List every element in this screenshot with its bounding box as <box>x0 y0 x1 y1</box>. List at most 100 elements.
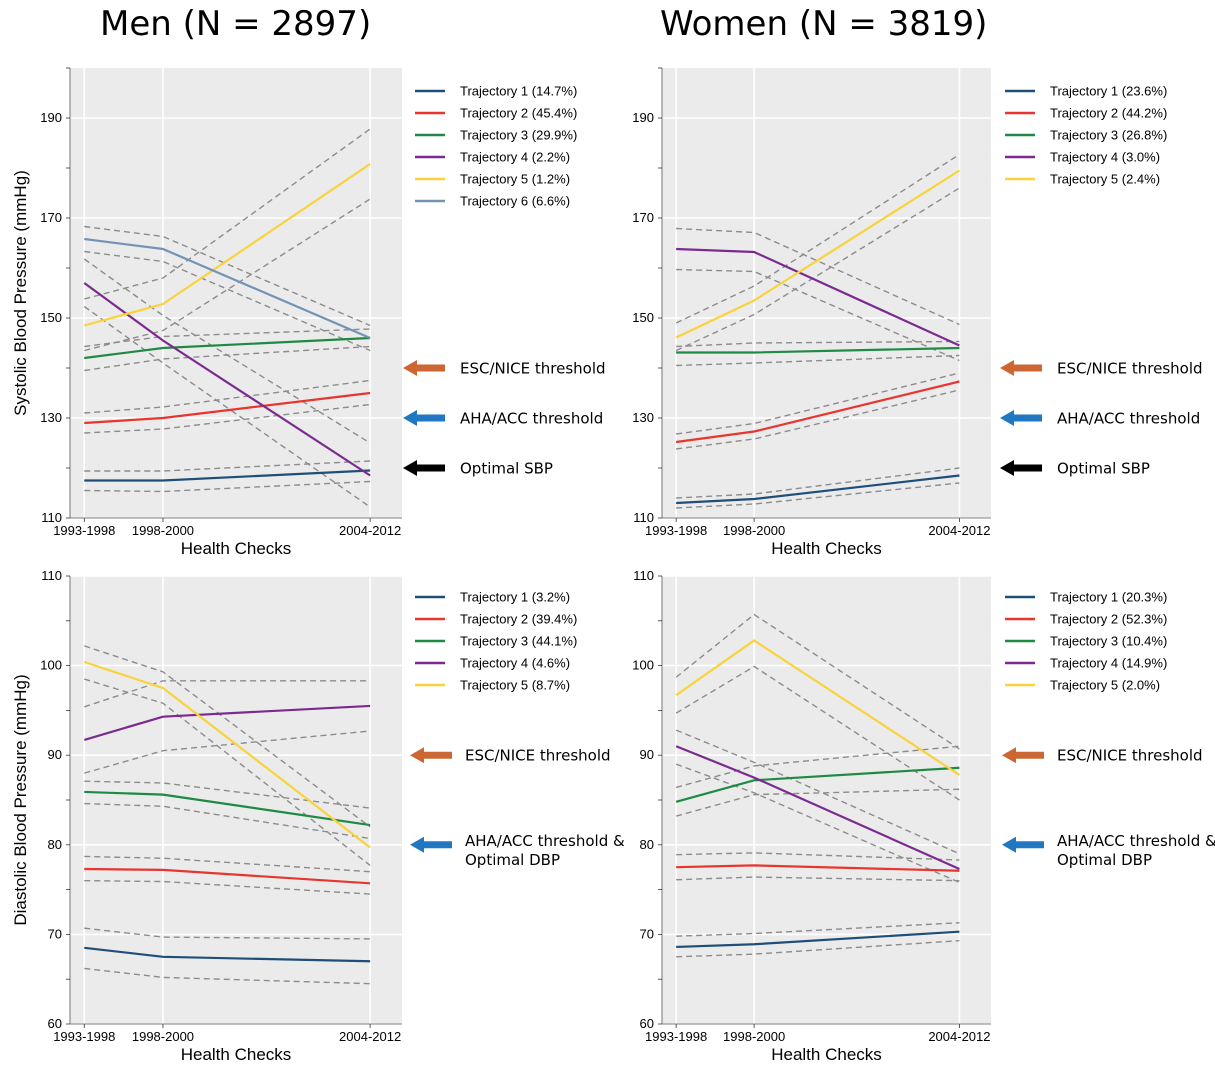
women_dbp-series-line-4 <box>675 745 960 870</box>
men_sbp-y-tick-label: 170 <box>40 210 62 225</box>
men_dbp-series-line-5 <box>83 660 371 849</box>
women_dbp-y-tick-label: 80 <box>640 837 654 852</box>
men_sbp-series-line-6 <box>84 237 371 340</box>
men_dbp-threshold-arrow-2 <box>410 836 452 853</box>
men_sbp-legend-label-1: Trajectory 1 (14.7%) <box>460 84 577 99</box>
men_dbp-ci-upper-line <box>84 680 371 708</box>
men_sbp-series-line-3 <box>84 336 371 360</box>
men_sbp-legend-label-4: Trajectory 4 (2.2%) <box>460 150 570 165</box>
men_dbp-legend-label-5: Trajectory 5 (8.7%) <box>460 678 570 693</box>
men_dbp-threshold-label-1: ESC/NICE threshold <box>465 747 611 765</box>
women_sbp-threshold-label-1: ESC/NICE threshold <box>1057 360 1203 378</box>
women_dbp-x-tick-label: 1993-1998 <box>645 1029 707 1044</box>
men_dbp-panel <box>70 576 402 1024</box>
men_dbp-series-line-2 <box>84 867 371 885</box>
women_dbp-series-line-2 <box>676 864 960 872</box>
women_dbp-legend-label-3: Trajectory 3 (10.4%) <box>1050 634 1167 649</box>
men_sbp-ci-upper-line <box>83 258 371 444</box>
men-column-title: Men (N = 2897) <box>100 4 372 44</box>
women_dbp-ci-upper-line <box>675 613 960 750</box>
men_dbp-y-tick-label: 70 <box>48 926 62 941</box>
women-column-title: Women (N = 3819) <box>660 4 988 44</box>
women_sbp-y-tick-label: 170 <box>632 210 654 225</box>
men_dbp-legend-label-2: Trajectory 2 (39.4%) <box>460 612 577 627</box>
women_dbp-legend-label-5: Trajectory 5 (2.0%) <box>1050 678 1160 693</box>
men_sbp-threshold-arrow-3 <box>403 460 445 476</box>
women_dbp-legend-label-1: Trajectory 1 (20.3%) <box>1050 590 1167 605</box>
men_sbp-legend-label-6: Trajectory 6 (6.6%) <box>460 194 570 209</box>
men_sbp-series-line-4 <box>83 282 371 477</box>
men_sbp-panel <box>70 68 402 518</box>
men_dbp-threshold-label-2-line2: Optimal DBP <box>465 851 560 869</box>
women_dbp-threshold-label-2: AHA/ACC threshold & <box>1057 832 1215 850</box>
women_dbp-threshold-arrow-1 <box>1002 747 1044 764</box>
women_sbp-threshold-label-2: AHA/ACC threshold <box>1057 410 1200 428</box>
men_sbp-y-tick-label: 110 <box>41 510 62 525</box>
women_sbp-threshold-arrow-1 <box>1000 360 1042 376</box>
men_dbp-ci-lower-line <box>84 678 371 866</box>
men_dbp-y-tick-label: 80 <box>48 837 62 852</box>
men_dbp-legend-label-3: Trajectory 3 (44.1%) <box>460 634 577 649</box>
men_dbp-threshold-label-2: AHA/ACC threshold & <box>465 832 625 850</box>
men_dbp-x-tick-label: 2004-2012 <box>339 1029 401 1044</box>
women_dbp-legend-label-2: Trajectory 2 (52.3%) <box>1050 612 1167 627</box>
women_dbp-x-axis-label: Health Checks <box>771 1045 882 1064</box>
women_dbp-ci-upper-line <box>676 852 960 861</box>
men_sbp-threshold-label-1: ESC/NICE threshold <box>460 360 606 378</box>
women_dbp-series-line-5 <box>675 639 961 776</box>
men_dbp-legend-label-1: Trajectory 1 (3.2%) <box>460 590 570 605</box>
women_sbp-legend-label-1: Trajectory 1 (23.6%) <box>1050 84 1167 99</box>
women_sbp-y-tick-label: 130 <box>632 410 654 425</box>
men_dbp-y-tick-label: 90 <box>48 747 62 762</box>
men_dbp-y-tick-label: 110 <box>41 568 62 583</box>
women_dbp-ci-upper-line <box>675 745 960 789</box>
women_dbp-ci-lower-line <box>675 788 960 817</box>
men_sbp-legend-label-5: Trajectory 5 (1.2%) <box>460 172 570 187</box>
men_sbp-ci-upper-line <box>84 128 371 300</box>
women_dbp-series-line-3 <box>675 766 960 803</box>
men_dbp-x-axis-label: Health Checks <box>181 1045 292 1064</box>
women_dbp-y-tick-label: 100 <box>632 658 654 673</box>
women_sbp-y-tick-label: 190 <box>632 110 654 125</box>
women_sbp-x-axis-label: Health Checks <box>771 539 882 558</box>
women_dbp-threshold-label-2-line2: Optimal DBP <box>1057 851 1152 869</box>
women_sbp-ci-lower-line <box>676 354 960 367</box>
men_dbp-ci-upper-line <box>84 645 371 828</box>
women_dbp-y-tick-label: 110 <box>633 568 654 583</box>
men_sbp-ci-lower-line <box>83 305 371 508</box>
men_sbp-legend-label-2: Trajectory 2 (45.4%) <box>460 106 577 121</box>
women_dbp-y-tick-label: 70 <box>640 926 654 941</box>
women_sbp-legend-label-4: Trajectory 4 (3.0%) <box>1050 150 1160 165</box>
men_sbp-x-axis-label: Health Checks <box>181 539 292 558</box>
men_sbp-threshold-arrow-2 <box>403 410 445 426</box>
women_sbp-x-tick-label: 2004-2012 <box>928 523 990 538</box>
men_sbp-ci-lower-line <box>84 198 371 352</box>
women_sbp-ci-upper-line <box>676 340 960 348</box>
women_sbp-ci-lower-line <box>676 268 960 362</box>
women_sbp-series-line-5 <box>675 169 961 339</box>
men_sbp-series-line-1 <box>84 469 371 482</box>
men_sbp-y-tick-label: 130 <box>40 410 62 425</box>
women_dbp-ci-lower-line <box>676 876 960 882</box>
women_sbp-legend-label-3: Trajectory 3 (26.8%) <box>1050 128 1167 143</box>
men_dbp-threshold-arrow-1 <box>410 747 452 764</box>
men_dbp-ci-lower-line <box>84 730 371 774</box>
women_sbp-threshold-arrow-2 <box>1000 410 1042 426</box>
men_dbp-x-tick-label: 1993-1998 <box>53 1029 115 1044</box>
women_sbp-series-line-3 <box>676 346 960 354</box>
women_dbp-ci-upper-line <box>675 729 960 855</box>
women_dbp-y-tick-label: 60 <box>640 1016 654 1031</box>
women_sbp-x-tick-label: 1993-1998 <box>645 523 707 538</box>
men_dbp-series-line-3 <box>84 790 371 827</box>
men_dbp-y-tick-label: 60 <box>48 1016 62 1031</box>
women_dbp-x-tick-label: 1998-2000 <box>723 1029 785 1044</box>
women_sbp-y-tick-label: 150 <box>632 310 654 325</box>
men_dbp-series-line-1 <box>84 946 371 963</box>
men_sbp-y-tick-label: 150 <box>40 310 62 325</box>
men_sbp-series-line-2 <box>84 391 371 425</box>
men_sbp-legend-label-3: Trajectory 3 (29.9%) <box>460 128 577 143</box>
men_sbp-x-tick-label: 1993-1998 <box>53 523 115 538</box>
women_sbp-legend-label-2: Trajectory 2 (44.2%) <box>1050 106 1167 121</box>
women_dbp-x-tick-label: 2004-2012 <box>928 1029 990 1044</box>
